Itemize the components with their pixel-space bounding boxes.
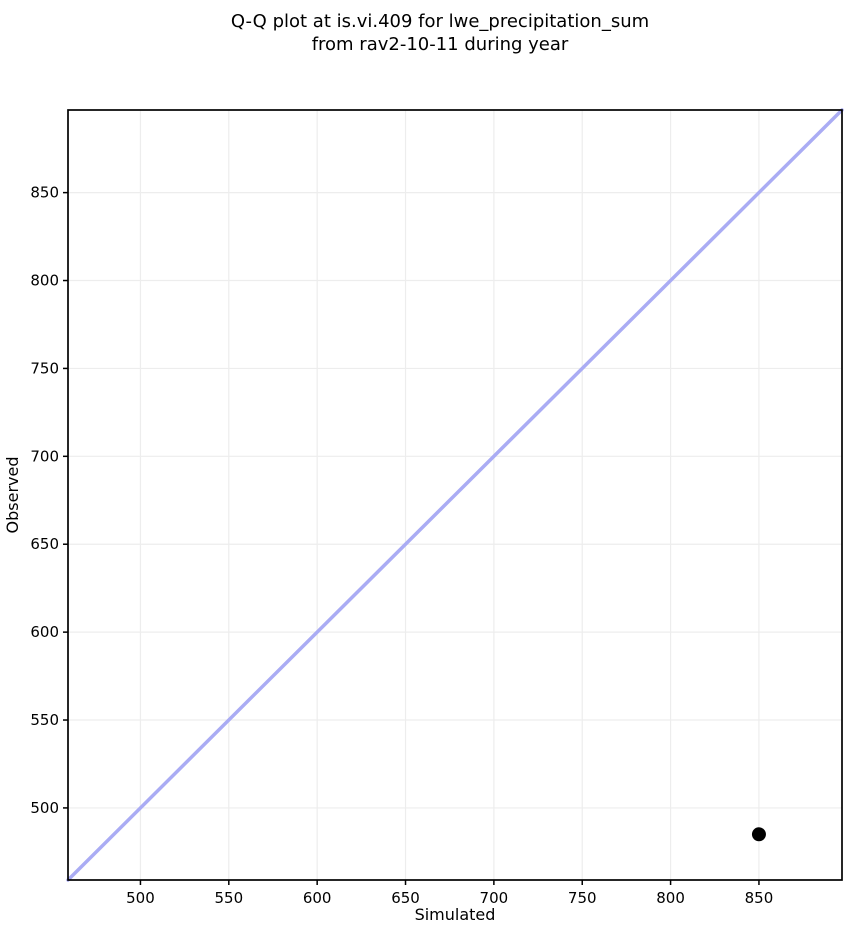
identity-line [66, 108, 844, 882]
x-axis-label: Simulated [415, 905, 496, 924]
axis-ticks: 500 550 600 650 700 750 800 850 500 550 600 650 700 7… [30, 184, 773, 907]
plot-border [67, 109, 843, 881]
x-tick-label-800: 800 [656, 889, 685, 907]
x-tick-label-550: 550 [214, 889, 243, 907]
x-tick-label-850: 850 [745, 889, 774, 907]
y-tick-label-750: 750 [30, 359, 59, 377]
y-tick-label-850: 850 [30, 184, 59, 202]
chart-title-line-2: from rav2-10-11 during year [312, 34, 569, 55]
y-axis-label: Observed [3, 457, 22, 534]
y-tick-label-650: 650 [30, 535, 59, 553]
plot-data [66, 108, 844, 882]
x-tick-label-700: 700 [480, 889, 509, 907]
y-tick-label-700: 700 [30, 447, 59, 465]
y-tick-label-550: 550 [30, 711, 59, 729]
observed-vs-simulated-quantiles-point [751, 827, 766, 842]
y-tick-label-800: 800 [30, 272, 59, 290]
x-tick-label-650: 650 [391, 889, 420, 907]
grid-lines [68, 110, 842, 880]
x-tick-label-500: 500 [126, 889, 155, 907]
y-tick-label-600: 600 [30, 623, 59, 641]
x-tick-label-750: 750 [568, 889, 597, 907]
chart-title-line-1: Q-Q plot at is.vi.409 for lwe_precipitat… [231, 11, 649, 32]
x-tick-label-600: 600 [303, 889, 332, 907]
y-tick-label-500: 500 [30, 799, 59, 817]
